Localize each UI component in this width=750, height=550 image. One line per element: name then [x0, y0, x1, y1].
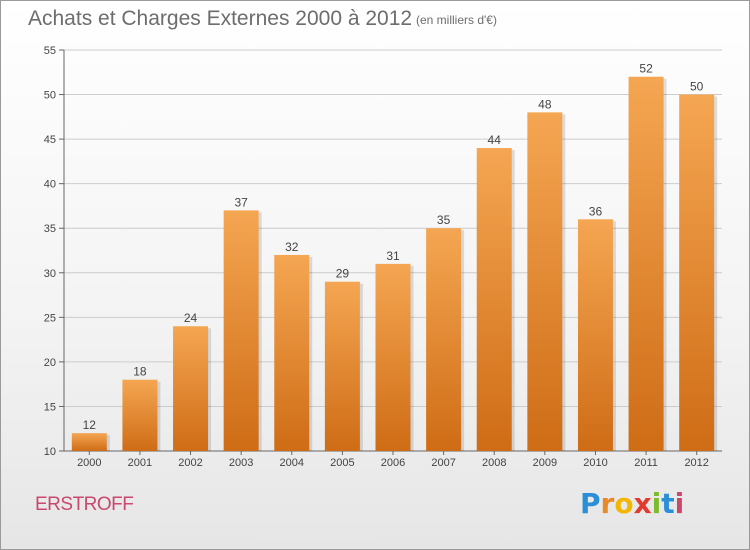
x-tick-label: 2006: [381, 457, 405, 469]
y-tick-label: 55: [44, 45, 56, 57]
value-label: 24: [184, 311, 198, 325]
commune-name: ERSTROFF: [35, 494, 134, 515]
value-label: 37: [234, 195, 248, 209]
x-tick-label: 2010: [583, 457, 607, 469]
logo-letter: x: [633, 487, 652, 520]
y-tick-label: 15: [44, 401, 56, 413]
chart-unit: (en milliers d'€): [416, 13, 497, 27]
bar: [426, 228, 462, 451]
bar: [122, 379, 158, 451]
x-tick-label: 2009: [533, 457, 557, 469]
bar: [476, 148, 512, 451]
value-label: 36: [589, 204, 603, 218]
x-tick-label: 2008: [482, 457, 506, 469]
logo-letter: t: [661, 487, 675, 520]
bar: [71, 433, 107, 451]
bar: [679, 94, 715, 452]
value-label: 35: [437, 213, 451, 227]
bar: [223, 210, 259, 451]
x-tick-label: 2003: [229, 457, 253, 469]
bar: [577, 219, 613, 451]
value-label: 52: [639, 62, 653, 76]
proxiti-logo: Proxiti: [580, 487, 684, 520]
chart-title: Achats et Charges Externes 2000 à 2012: [28, 7, 413, 30]
value-label: 48: [538, 97, 552, 111]
bar: [274, 254, 310, 451]
x-tick-label: 2011: [634, 457, 658, 469]
value-label: 29: [336, 267, 350, 281]
value-label: 32: [285, 240, 299, 254]
value-label: 50: [690, 80, 704, 94]
x-tick-label: 2007: [431, 457, 455, 469]
y-tick-label: 30: [44, 268, 56, 280]
x-tick-label: 2001: [128, 457, 152, 469]
y-tick-label: 45: [44, 134, 56, 146]
y-tick-label: 35: [44, 223, 56, 235]
bar: [527, 112, 563, 451]
logo-letter: i: [674, 487, 685, 520]
logo-letter: r: [600, 487, 615, 520]
bar: [173, 326, 209, 451]
value-label: 18: [133, 365, 147, 379]
bar: [628, 76, 664, 451]
value-label: 44: [488, 133, 502, 147]
x-tick-label: 2000: [77, 457, 101, 469]
x-tick-label: 2002: [178, 457, 202, 469]
y-tick-label: 50: [44, 90, 56, 102]
logo-letter: o: [614, 487, 634, 520]
value-label: 12: [83, 418, 97, 432]
logo-letter: i: [651, 487, 662, 520]
y-tick-label: 40: [44, 179, 56, 191]
y-tick-label: 25: [44, 312, 56, 324]
value-label: 31: [386, 249, 400, 263]
x-tick-label: 2012: [684, 457, 708, 469]
bar: [375, 263, 411, 451]
logo-letter: P: [580, 487, 601, 520]
y-tick-label: 10: [44, 446, 56, 458]
bar: [324, 281, 360, 451]
x-tick-label: 2004: [280, 457, 304, 469]
x-tick-label: 2005: [330, 457, 354, 469]
y-tick-label: 20: [44, 357, 56, 369]
